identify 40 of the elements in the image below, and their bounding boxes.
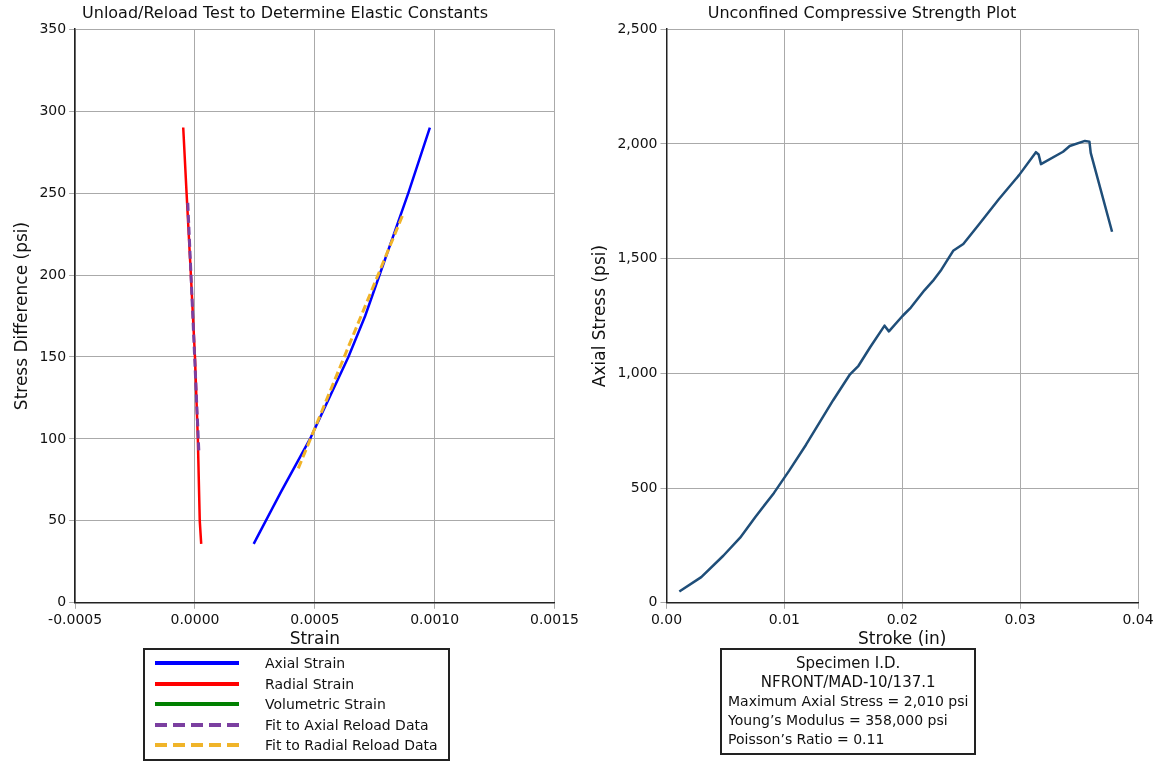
legend-label: Axial Strain [265,655,346,672]
y-tick-label: 300 [39,101,67,118]
y-axis-title: Axial Stress (psi) [588,244,609,388]
y-tick-label: 1,000 [617,364,658,380]
chart-title: Unconfined Compressive Strength Plot [707,2,1017,22]
x-tick-label: -0.0005 [48,610,103,627]
legend-label: Radial Strain [265,675,355,692]
y-tick-label: 250 [39,183,67,200]
legend-label: Fit to Radial Reload Data [265,737,438,754]
x-tick-label: 0.0005 [290,610,340,627]
y-tick-label: 500 [630,478,658,495]
y-tick-label: 150 [39,347,67,364]
x-tick-label: 0.04 [1122,610,1154,627]
y-tick-label: 0 [57,593,67,610]
y-tick-label: 1,500 [617,249,658,266]
x-tick-label: 0.0010 [410,610,460,627]
y-tick-label: 200 [39,265,67,282]
x-axis-title: Strain [289,628,340,649]
y-tick-label: 2,500 [617,19,658,36]
y-tick-label: 100 [39,429,67,446]
x-tick-label: 0.01 [768,610,800,627]
x-tick-label: 0.00 [650,610,683,627]
chart-title: Unload/Reload Test to Determine Elastic Constants [82,2,488,22]
y-tick-label: 2,000 [617,134,658,151]
text: Young’s Modulus = 358,000 psi [728,711,949,730]
text: Specimen I.D. [795,654,902,673]
y-tick-label: 50 [48,511,67,528]
x-axis-title: Stroke (in) [858,628,947,649]
y-axis-title: Stress Difference (psi) [10,221,31,411]
y-tick-label: 0 [648,593,658,610]
text: NFRONT/MAD-10/137.1 [759,673,937,692]
x-tick-label: 0.02 [886,610,918,627]
x-tick-label: 0.0000 [170,610,220,627]
text: Maximum Axial Stress = 2,010 psi [728,692,969,711]
x-tick-label: 0.0015 [530,610,580,627]
x-tick-label: 0.03 [1004,610,1036,627]
text: Poisson’s Ratio = 0.11 [728,730,886,749]
legend-label: Volumetric Strain [265,696,386,713]
legend-label: Fit to Axial Reload Data [265,716,429,733]
y-tick-label: 350 [39,19,67,36]
